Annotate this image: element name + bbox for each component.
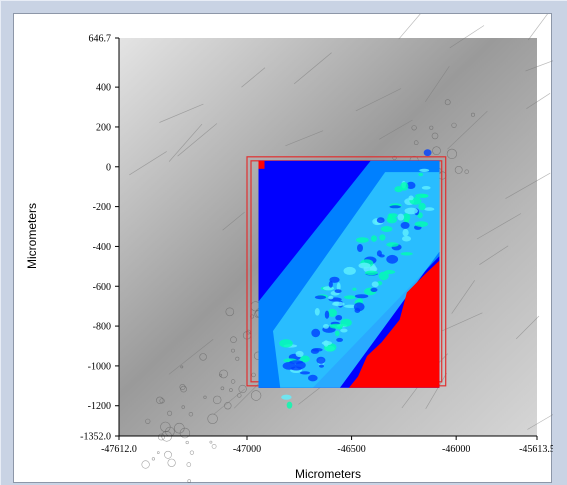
y-tick-label: -400 xyxy=(93,242,111,253)
x-axis: -47612.0 -47000 -46500 -46000 -45613.5 xyxy=(101,435,553,455)
x-tick-label: -47000 xyxy=(233,444,261,455)
y-tick-label: 0 xyxy=(106,162,111,173)
y-tick-label: 400 xyxy=(96,83,111,94)
x-tick-label: -46000 xyxy=(442,444,470,455)
y-tick-label: -200 xyxy=(93,202,111,213)
y-axis: 646.7 400 200 0 -200 -400 -600 -800 -1000 -1200 -1… xyxy=(80,34,120,443)
x-tick-label: -47612.0 xyxy=(101,444,137,455)
y-tick-label: -800 xyxy=(93,322,111,333)
y-tick-label: -1200 xyxy=(88,401,111,412)
y-tick-label: -1000 xyxy=(88,361,111,372)
y-tick-label: -600 xyxy=(93,282,111,293)
heatmap-overlay xyxy=(258,149,440,409)
plot-canvas: 646.7 400 200 0 -200 -400 -600 -800 -1000 -1200 -1… xyxy=(13,13,553,483)
x-tick-label: -46500 xyxy=(337,444,365,455)
y-tick-label: -1352.0 xyxy=(80,432,111,443)
y-tick-label: 646.7 xyxy=(89,34,112,45)
x-axis-title: Micrometers xyxy=(295,467,361,481)
y-axis-title: Micrometers xyxy=(25,203,39,269)
y-tick-label: 200 xyxy=(96,122,111,133)
x-tick-label: -45613.5 xyxy=(519,444,553,455)
micrograph-plot: 646.7 400 200 0 -200 -400 -600 -800 -1000 -1200 -1… xyxy=(25,14,553,483)
